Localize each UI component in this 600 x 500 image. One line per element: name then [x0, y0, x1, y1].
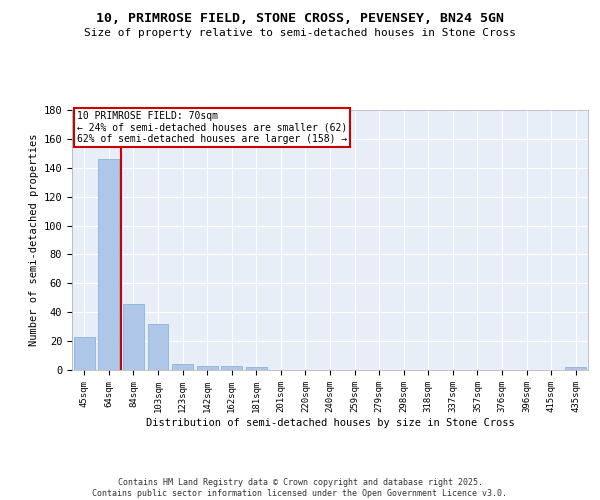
- Bar: [197, 366, 218, 370]
- Text: 10, PRIMROSE FIELD, STONE CROSS, PEVENSEY, BN24 5GN: 10, PRIMROSE FIELD, STONE CROSS, PEVENSE…: [96, 12, 504, 26]
- Bar: [148, 324, 169, 370]
- Bar: [98, 159, 119, 370]
- Text: Size of property relative to semi-detached houses in Stone Cross: Size of property relative to semi-detach…: [84, 28, 516, 38]
- Bar: [74, 337, 95, 370]
- Text: Contains HM Land Registry data © Crown copyright and database right 2025.
Contai: Contains HM Land Registry data © Crown c…: [92, 478, 508, 498]
- Bar: [123, 304, 144, 370]
- Bar: [565, 367, 586, 370]
- Bar: [172, 364, 193, 370]
- Bar: [221, 366, 242, 370]
- Text: 10 PRIMROSE FIELD: 70sqm
← 24% of semi-detached houses are smaller (62)
62% of s: 10 PRIMROSE FIELD: 70sqm ← 24% of semi-d…: [77, 112, 347, 144]
- X-axis label: Distribution of semi-detached houses by size in Stone Cross: Distribution of semi-detached houses by …: [146, 418, 514, 428]
- Y-axis label: Number of semi-detached properties: Number of semi-detached properties: [29, 134, 40, 346]
- Bar: [246, 367, 267, 370]
